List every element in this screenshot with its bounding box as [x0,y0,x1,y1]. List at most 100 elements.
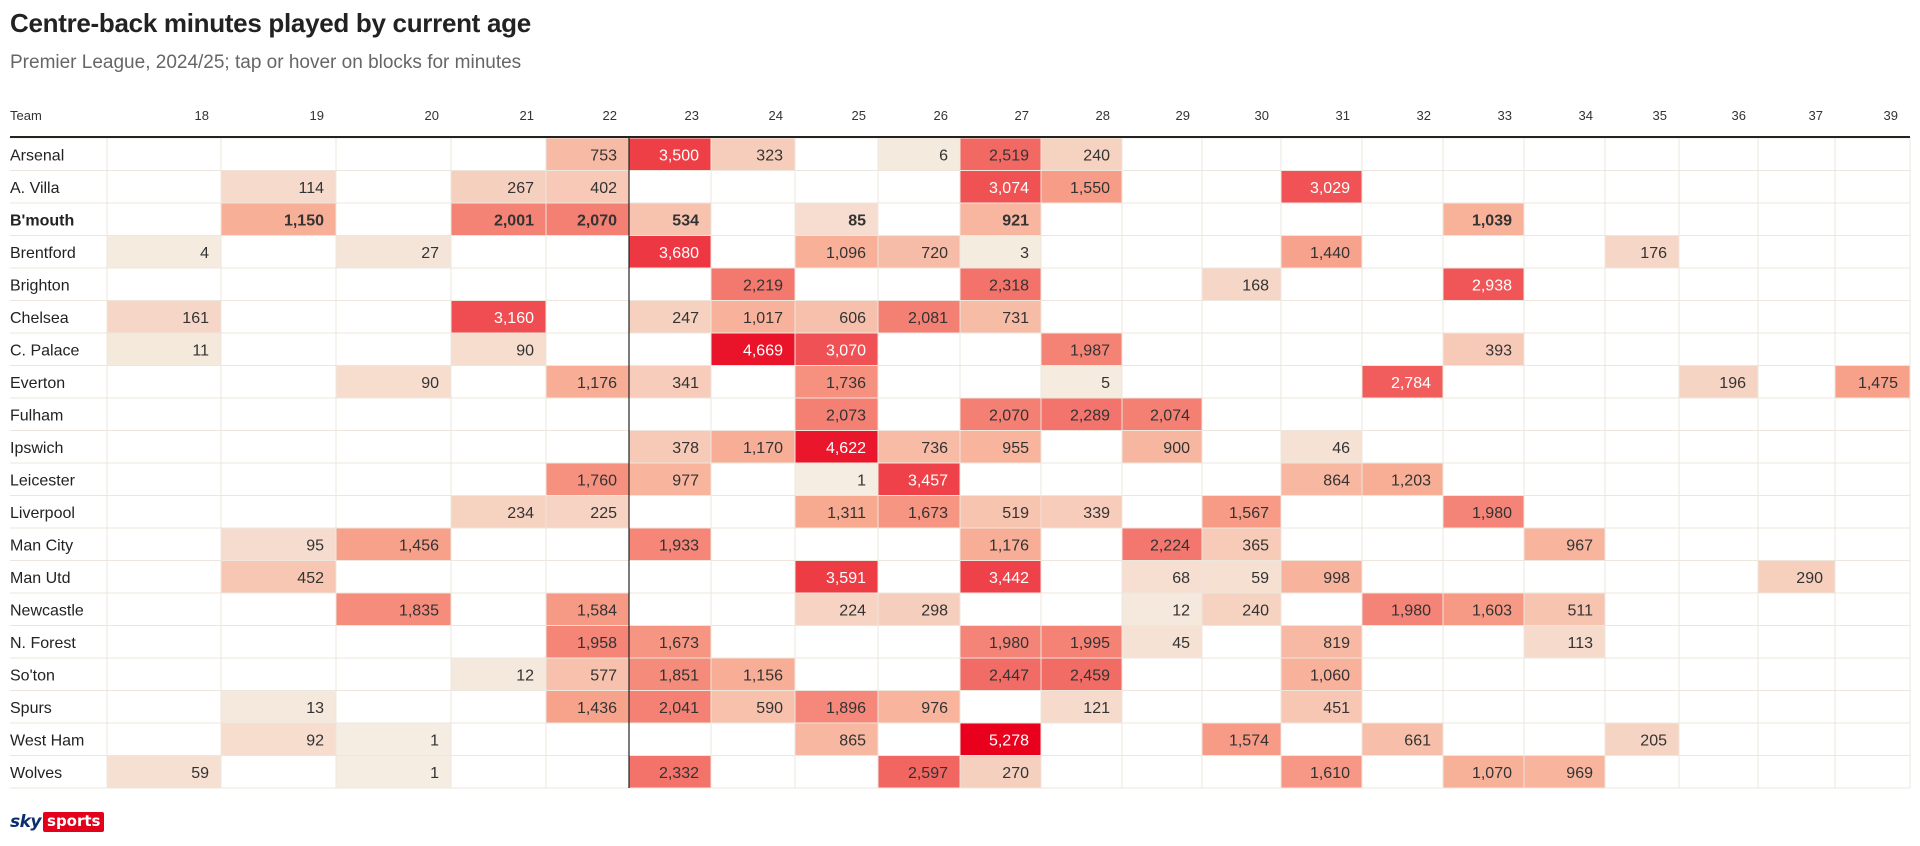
heat-cell[interactable] [1443,496,1524,528]
heat-cell[interactable] [629,691,711,723]
heat-cell[interactable] [960,171,1041,203]
heat-cell[interactable] [1281,431,1362,463]
heat-cell[interactable] [1041,138,1122,171]
heat-cell[interactable] [960,301,1041,333]
heat-cell[interactable] [107,236,221,268]
heat-cell[interactable] [1281,691,1362,723]
heat-cell[interactable] [1443,203,1524,236]
heat-cell[interactable] [960,658,1041,691]
heat-cell[interactable] [629,463,711,496]
heat-cell[interactable] [546,203,629,236]
heat-cell[interactable] [960,626,1041,658]
heat-cell[interactable] [336,528,451,561]
heat-cell[interactable] [711,138,795,171]
heat-cell[interactable] [711,301,795,333]
heat-cell[interactable] [1443,593,1524,626]
heat-cell[interactable] [1524,528,1605,561]
heat-cell[interactable] [878,138,960,171]
heat-cell[interactable] [960,236,1041,268]
heat-cell[interactable] [629,528,711,561]
heat-cell[interactable] [629,236,711,268]
heat-cell[interactable] [1281,171,1362,203]
heat-cell[interactable] [1281,658,1362,691]
heat-cell[interactable] [336,366,451,398]
heat-cell[interactable] [107,301,221,333]
heat-cell[interactable] [795,496,878,528]
heat-cell[interactable] [1281,626,1362,658]
heat-cell[interactable] [546,496,629,528]
heat-cell[interactable] [1281,756,1362,788]
heat-cell[interactable] [711,431,795,463]
heat-cell[interactable] [1122,561,1202,593]
heat-cell[interactable] [546,171,629,203]
heat-cell[interactable] [960,723,1041,756]
heat-cell[interactable] [878,691,960,723]
heat-cell[interactable] [1281,561,1362,593]
heat-cell[interactable] [1122,398,1202,431]
heat-cell[interactable] [960,756,1041,788]
heat-cell[interactable] [1122,528,1202,561]
heat-cell[interactable] [960,528,1041,561]
heat-cell[interactable] [1362,366,1443,398]
heat-cell[interactable] [878,593,960,626]
heat-cell[interactable] [795,723,878,756]
heat-cell[interactable] [1041,398,1122,431]
heat-cell[interactable] [336,593,451,626]
heat-cell[interactable] [960,203,1041,236]
heat-cell[interactable] [336,723,451,756]
heat-cell[interactable] [795,561,878,593]
heat-cell[interactable] [1122,431,1202,463]
heat-cell[interactable] [629,658,711,691]
heat-cell[interactable] [1679,366,1758,398]
heat-cell[interactable] [1041,366,1122,398]
heat-cell[interactable] [107,333,221,366]
heat-cell[interactable] [336,756,451,788]
heat-cell[interactable] [1202,496,1281,528]
heat-cell[interactable] [629,301,711,333]
heat-cell[interactable] [451,658,546,691]
heat-cell[interactable] [546,626,629,658]
heat-cell[interactable] [451,203,546,236]
heat-cell[interactable] [1122,626,1202,658]
heat-cell[interactable] [1041,626,1122,658]
heat-cell[interactable] [1443,333,1524,366]
heat-cell[interactable] [451,333,546,366]
heat-cell[interactable] [629,756,711,788]
heat-cell[interactable] [1041,333,1122,366]
heat-cell[interactable] [795,333,878,366]
heat-cell[interactable] [221,723,336,756]
heat-cell[interactable] [1443,268,1524,301]
heat-cell[interactable] [546,463,629,496]
heat-cell[interactable] [451,171,546,203]
heat-cell[interactable] [960,561,1041,593]
heat-cell[interactable] [221,561,336,593]
heat-cell[interactable] [711,658,795,691]
heat-cell[interactable] [1362,593,1443,626]
heat-cell[interactable] [1362,463,1443,496]
heat-cell[interactable] [960,268,1041,301]
heat-cell[interactable] [1281,463,1362,496]
heat-cell[interactable] [1281,236,1362,268]
heat-cell[interactable] [546,691,629,723]
heat-cell[interactable] [795,301,878,333]
heat-cell[interactable] [629,138,711,171]
heat-cell[interactable] [1041,171,1122,203]
heat-cell[interactable] [1835,366,1910,398]
heat-cell[interactable] [795,398,878,431]
heat-cell[interactable] [221,528,336,561]
heat-cell[interactable] [960,431,1041,463]
heat-cell[interactable] [629,626,711,658]
heat-cell[interactable] [546,593,629,626]
heat-cell[interactable] [546,658,629,691]
heat-cell[interactable] [221,691,336,723]
heat-cell[interactable] [1041,691,1122,723]
heat-cell[interactable] [711,333,795,366]
heat-cell[interactable] [1041,496,1122,528]
heat-cell[interactable] [221,203,336,236]
heat-cell[interactable] [795,431,878,463]
heat-cell[interactable] [795,463,878,496]
heat-cell[interactable] [1202,268,1281,301]
heat-cell[interactable] [795,593,878,626]
heat-cell[interactable] [1524,626,1605,658]
heat-cell[interactable] [546,138,629,171]
